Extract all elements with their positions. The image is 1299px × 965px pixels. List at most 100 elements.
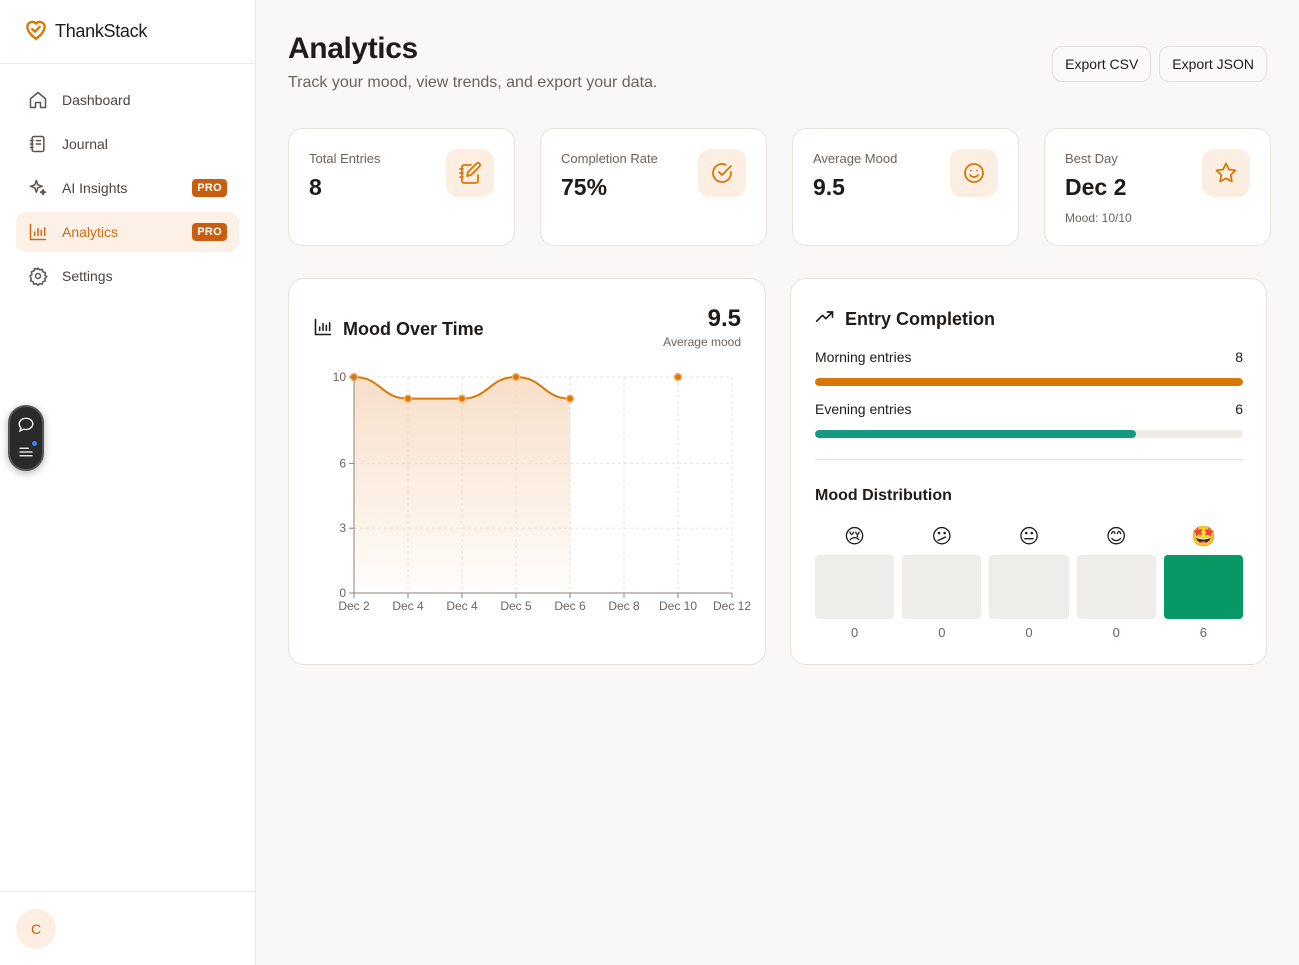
stat-value: 9.5	[813, 174, 845, 200]
sidebar-item-label: Settings	[62, 268, 113, 284]
sidebar: ThankStack Dashboard Journal AI Insights…	[0, 0, 256, 965]
distribution-column: 😕 0	[902, 519, 982, 640]
distribution-bar	[902, 555, 982, 619]
smile-icon	[950, 149, 998, 197]
sidebar-item-settings[interactable]: Settings	[16, 256, 239, 296]
x-tick-label: Dec 5	[500, 599, 532, 613]
distribution-count: 0	[1112, 625, 1120, 640]
progress-track	[815, 430, 1243, 438]
chat-bubble-icon[interactable]	[17, 416, 35, 434]
gear-icon	[28, 266, 48, 286]
mood-chart-header: Mood Over Time	[313, 317, 484, 342]
stat-value: Dec 2	[1065, 174, 1127, 200]
distribution-bar	[1076, 555, 1156, 619]
data-point	[565, 394, 575, 403]
x-tick-label: Dec 6	[554, 599, 586, 613]
pro-badge: PRO	[192, 223, 227, 241]
y-tick-label: 10	[333, 370, 347, 384]
export-json-button[interactable]: Export JSON	[1159, 46, 1267, 82]
sidebar-item-label: Dashboard	[62, 92, 131, 108]
mood-over-time-card: Mood Over Time 9.5 Average mood 0 3 6 10 Dec…	[288, 278, 766, 665]
distribution-bar	[1163, 555, 1244, 619]
bar-chart-icon	[313, 317, 333, 342]
smiling-face-icon: 😊	[1105, 526, 1127, 548]
card-title: Entry Completion	[845, 309, 996, 329]
x-tick-label: Dec 12	[713, 599, 751, 613]
stat-label: Total Entries	[309, 151, 381, 166]
check-circle-icon	[698, 149, 746, 197]
star-struck-face-icon: 🤩	[1190, 526, 1216, 548]
sidebar-item-label: Analytics	[62, 224, 119, 240]
y-tick-label: 3	[339, 521, 346, 535]
home-icon	[28, 90, 48, 110]
distribution-count: 0	[850, 625, 859, 640]
stat-label: Completion Rate	[561, 151, 658, 166]
stat-subtext: Mood: 10/10	[1065, 211, 1132, 225]
x-tick-label: Dec 4	[392, 599, 424, 613]
neutral-face-icon: 😐	[1018, 526, 1040, 548]
notebook-pen-icon	[446, 149, 494, 197]
sidebar-item-analytics[interactable]: Analytics PRO	[16, 212, 239, 252]
progress-value: 8	[1235, 349, 1243, 365]
entry-completion-card: Entry Completion Morning entries 8 Eveni…	[790, 278, 1267, 665]
average-label: Average mood	[663, 335, 741, 349]
avatar[interactable]: C	[16, 908, 56, 949]
distribution-column: 🤩 6	[1163, 519, 1244, 640]
progress-label: Morning entries	[815, 349, 912, 365]
stat-card-completion-rate: Completion Rate 75%	[540, 128, 767, 246]
x-tick-label: Dec 4	[446, 599, 478, 613]
distribution-count: 0	[1025, 625, 1033, 640]
x-tick-label: Dec 10	[659, 599, 697, 613]
pro-badge: PRO	[192, 179, 227, 197]
stat-label: Best Day	[1065, 151, 1118, 166]
mood-average: 9.5 Average mood	[663, 305, 741, 349]
sidebar-item-journal[interactable]: Journal	[16, 124, 239, 164]
morning-progress: Morning entries 8	[815, 349, 1243, 386]
brand[interactable]: ThankStack	[0, 0, 255, 64]
floating-assistant-widget	[8, 405, 44, 471]
header-actions: Export CSV Export JSON	[1052, 46, 1267, 82]
distribution-column: 😢 0	[815, 519, 895, 640]
sidebar-item-label: AI Insights	[62, 180, 128, 196]
sidebar-item-ai-insights[interactable]: AI Insights PRO	[16, 168, 239, 208]
sidebar-item-label: Journal	[62, 136, 108, 152]
x-tick-label: Dec 8	[608, 599, 640, 613]
area-fill	[354, 377, 570, 593]
data-point	[403, 394, 413, 403]
trending-up-icon	[815, 307, 835, 332]
stat-card-average-mood: Average Mood 9.5	[792, 128, 1019, 246]
sidebar-item-dashboard[interactable]: Dashboard	[16, 80, 239, 120]
notebook-icon	[28, 134, 48, 154]
sparkles-icon	[28, 178, 48, 198]
brand-name: ThankStack	[55, 21, 148, 41]
stat-value: 8	[309, 174, 322, 200]
mood-distribution-title: Mood Distribution	[815, 487, 952, 504]
distribution-bar	[989, 555, 1069, 619]
x-tick-label: Dec 2	[338, 599, 370, 613]
data-point	[673, 372, 683, 382]
sidebar-nav: Dashboard Journal AI Insights PRO Analyt…	[0, 64, 255, 312]
data-point	[457, 394, 467, 403]
confused-face-icon: 😕	[931, 526, 953, 548]
stat-value: 75%	[561, 174, 608, 200]
progress-label: Evening entries	[815, 401, 912, 417]
entry-completion-header: Entry Completion	[815, 307, 995, 332]
distribution-count: 6	[1199, 625, 1208, 640]
data-point	[511, 372, 521, 382]
export-csv-button[interactable]: Export CSV	[1052, 46, 1152, 82]
mood-distribution: 😢 0 😕 0 😐 0 😊 0 🤩 6	[815, 519, 1244, 640]
distribution-column: 😐 0	[989, 519, 1069, 640]
divider	[815, 459, 1243, 460]
progress-track	[815, 378, 1243, 386]
progress-value: 6	[1235, 401, 1243, 417]
stats-row: Total Entries 8 Completion Rate 75% Aver…	[288, 128, 1271, 246]
card-title: Mood Over Time	[343, 319, 484, 339]
y-tick-label: 6	[339, 456, 346, 470]
mood-line-chart: 0 3 6 10 Dec 2 Dec 4 Dec 4 Dec 5 Dec 6 Dec 8 Dec 1…	[333, 370, 752, 613]
distribution-column: 😊 0	[1076, 519, 1156, 640]
menu-list-icon[interactable]	[17, 440, 37, 461]
page-subtitle: Track your mood, view trends, and export…	[288, 74, 658, 91]
stat-card-best-day: Best Day Dec 2 Mood: 10/10	[1044, 128, 1271, 246]
progress-fill	[815, 378, 1243, 386]
average-value: 9.5	[707, 305, 741, 332]
